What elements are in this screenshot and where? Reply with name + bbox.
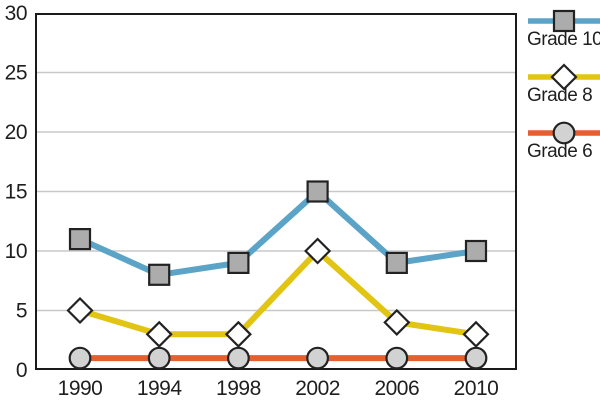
- legend-diamond-marker-icon: [550, 63, 578, 91]
- data-point-marker-grade-10-2010: [464, 239, 488, 263]
- data-point-marker-grade-10-2002: [306, 180, 329, 203]
- legend-item-grade-6: Grade 6: [527, 121, 600, 162]
- series-grade-8: [66, 237, 490, 348]
- data-point-marker-grade-8-2006: [383, 308, 411, 336]
- legend-label-grade-10: Grade 10: [527, 29, 600, 50]
- x-tick-label-2010: 2010: [454, 377, 499, 400]
- y-tick-label-10: 10: [5, 240, 27, 263]
- data-point-marker-grade-6-2002: [306, 346, 330, 370]
- data-point-marker-grade-10-1998: [227, 251, 250, 274]
- y-tick-label-5: 5: [16, 299, 27, 322]
- data-point-marker-grade-10-2006: [385, 251, 408, 274]
- plot-border: [35, 13, 517, 370]
- y-tick-label-25: 25: [5, 61, 27, 84]
- data-point-marker-grade-6-1990: [68, 346, 92, 370]
- y-tick-label-0: 0: [16, 359, 27, 382]
- legend-label-grade-6: Grade 6: [527, 141, 592, 162]
- data-point-marker-grade-8-1998: [224, 320, 252, 348]
- data-point-marker-grade-8-2002: [304, 237, 332, 265]
- x-tick-label-2002: 2002: [295, 377, 340, 400]
- x-tick-label-1994: 1994: [137, 377, 183, 400]
- data-point-marker-grade-6-1994: [147, 346, 171, 370]
- data-point-marker-grade-8-1994: [145, 320, 173, 348]
- series-grade-10: [68, 180, 488, 286]
- data-point-marker-grade-10-1990: [68, 228, 92, 251]
- legend-square-marker-icon: [552, 9, 576, 33]
- y-tick-label-20: 20: [5, 121, 27, 144]
- x-tick-label-1990: 1990: [58, 377, 103, 400]
- data-point-marker-grade-8-1990: [66, 296, 94, 325]
- legend-item-grade-10: Grade 10: [527, 9, 600, 50]
- x-tick-label-1998: 1998: [216, 377, 261, 400]
- data-point-marker-grade-6-2006: [385, 346, 409, 370]
- series-line-grade-8: [77, 248, 479, 338]
- x-tick-label-2006: 2006: [374, 377, 419, 400]
- y-tick-label-30: 30: [5, 2, 27, 25]
- series-line-grade-10: [77, 188, 479, 278]
- legend-circle-marker-icon: [552, 121, 576, 145]
- y-tick-label-15: 15: [5, 180, 27, 203]
- series-grade-6: [68, 346, 488, 370]
- data-point-marker-grade-6-2010: [464, 346, 488, 370]
- data-point-marker-grade-6-1998: [226, 346, 250, 370]
- legend-label-grade-8: Grade 8: [527, 85, 592, 106]
- legend-item-grade-8: Grade 8: [527, 63, 600, 106]
- data-point-marker-grade-8-2010: [462, 320, 490, 348]
- data-point-marker-grade-10-1994: [148, 263, 171, 286]
